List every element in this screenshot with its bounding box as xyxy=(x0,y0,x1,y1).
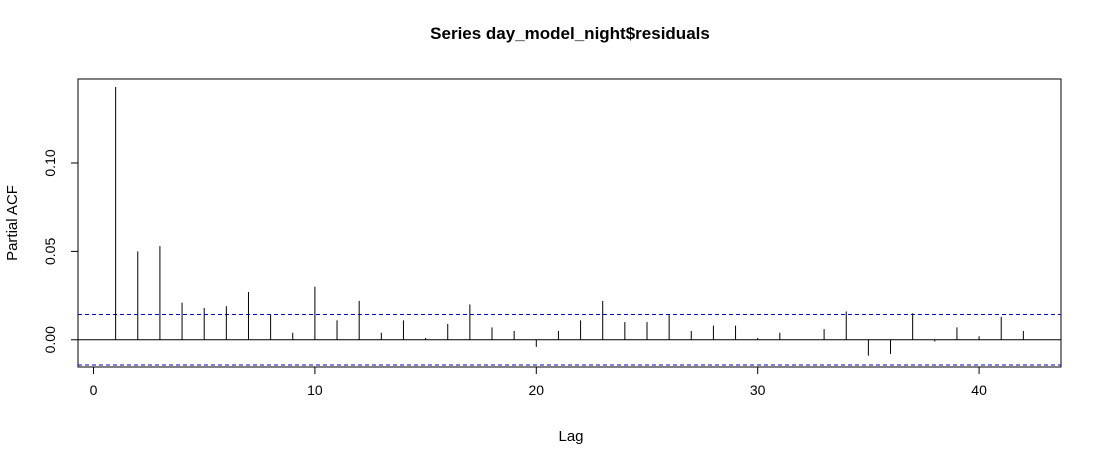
x-tick-label: 20 xyxy=(529,382,545,398)
x-tick-label: 40 xyxy=(971,382,987,398)
plot-area xyxy=(78,86,1061,366)
x-axis: 0 10 20 30 40 xyxy=(90,366,987,398)
x-axis-label: Lag xyxy=(558,428,583,445)
y-tick-label: 0.05 xyxy=(42,238,58,265)
x-tick-label: 10 xyxy=(307,382,323,398)
chart-title: Series day_model_night$residuals xyxy=(430,24,710,43)
y-axis: 0.00 0.05 0.10 xyxy=(42,149,79,353)
x-tick-label: 30 xyxy=(750,382,766,398)
y-tick-label: 0.10 xyxy=(42,149,58,176)
x-tick-label: 0 xyxy=(90,382,98,398)
y-axis-label: Partial ACF xyxy=(4,185,21,261)
plot-frame xyxy=(77,78,1062,368)
y-tick-label: 0.00 xyxy=(42,326,58,353)
